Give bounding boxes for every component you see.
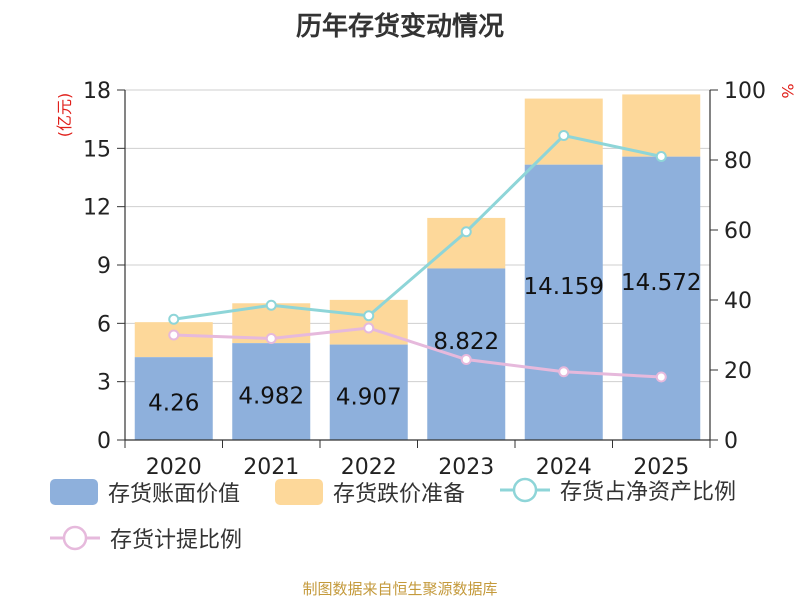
x-tick-label: 2024 [536, 455, 592, 480]
legend-label-book-value: 存货账面价值 [108, 482, 241, 507]
series-point [655, 371, 667, 383]
bar-data-label: 4.26 [148, 391, 199, 417]
legend-swatch-net-asset-ratio [500, 477, 550, 503]
bar-book-value [622, 156, 701, 440]
y-left-tick-label: 0 [97, 429, 111, 454]
legend-item-book-value[interactable]: 存货账面价值 [50, 476, 240, 508]
bar-book-value [232, 343, 311, 440]
series-line [173, 133, 662, 321]
bar-book-value [134, 357, 213, 440]
x-tick-label: 2021 [243, 455, 299, 480]
legend-swatch-provision [275, 479, 323, 505]
y-left-tick-label: 3 [97, 371, 111, 396]
series-point [265, 333, 277, 344]
y-right-tick-label: 20 [724, 359, 752, 384]
bar-data-label: 14.159 [524, 274, 604, 300]
legend-label-net-asset-ratio: 存货占净资产比例 [560, 480, 737, 505]
bar-provision [427, 217, 506, 269]
series-point [460, 354, 472, 365]
bar-data-label: 14.572 [621, 270, 701, 296]
bar-data-label: 4.982 [238, 384, 304, 410]
y-right-tick-label: 0 [724, 429, 738, 454]
bar-book-value [524, 164, 603, 441]
series-point [363, 310, 375, 322]
legend-swatch-provision-ratio [50, 525, 100, 551]
legend-swatch-book-value [50, 479, 98, 505]
y-left-tick-label: 18 [83, 79, 111, 104]
series-point [168, 313, 180, 325]
y-left-tick-label: 9 [97, 254, 111, 279]
source-note: 制图数据来自恒生聚源数据库 [302, 580, 498, 598]
y-left-tick-label: 12 [83, 196, 111, 221]
legend-label-provision: 存货跌价准备 [333, 482, 466, 507]
y-right-tick-label: 40 [724, 289, 752, 314]
chart-title: 历年存货变动情况 [295, 12, 504, 42]
series-point [558, 366, 570, 378]
legend-item-net-asset-ratio[interactable]: 存货占净资产比例 [500, 474, 736, 506]
bar-provision [622, 94, 701, 157]
x-tick-label: 2023 [438, 455, 494, 480]
legend-label-provision-ratio: 存货计提比例 [110, 528, 243, 553]
series-point [168, 329, 180, 341]
bar-data-label: 4.907 [336, 384, 402, 410]
y-right-tick-label: 80 [724, 149, 752, 174]
series-point [265, 299, 277, 311]
series-point [363, 322, 375, 334]
y-left-tick-label: 15 [83, 137, 111, 162]
y-left-axis-label: (亿元) [55, 93, 74, 138]
bar-book-value [329, 344, 408, 440]
bar-data-label: 8.822 [433, 329, 499, 355]
series-point [655, 151, 667, 162]
y-right-tick-label: 60 [724, 219, 752, 244]
legend-item-provision-ratio[interactable]: 存货计提比例 [50, 522, 242, 554]
x-tick-label: 2020 [146, 455, 202, 480]
x-tick-label: 2022 [341, 455, 397, 480]
series-line [173, 326, 662, 379]
y-right-tick-label: 100 [724, 79, 766, 104]
series-point [558, 130, 570, 141]
y-left-tick-label: 6 [97, 312, 111, 337]
legend-item-provision[interactable]: 存货跌价准备 [275, 476, 465, 508]
y-right-axis-label: % [778, 83, 797, 98]
x-tick-label: 2025 [633, 455, 689, 480]
series-point [460, 226, 472, 238]
